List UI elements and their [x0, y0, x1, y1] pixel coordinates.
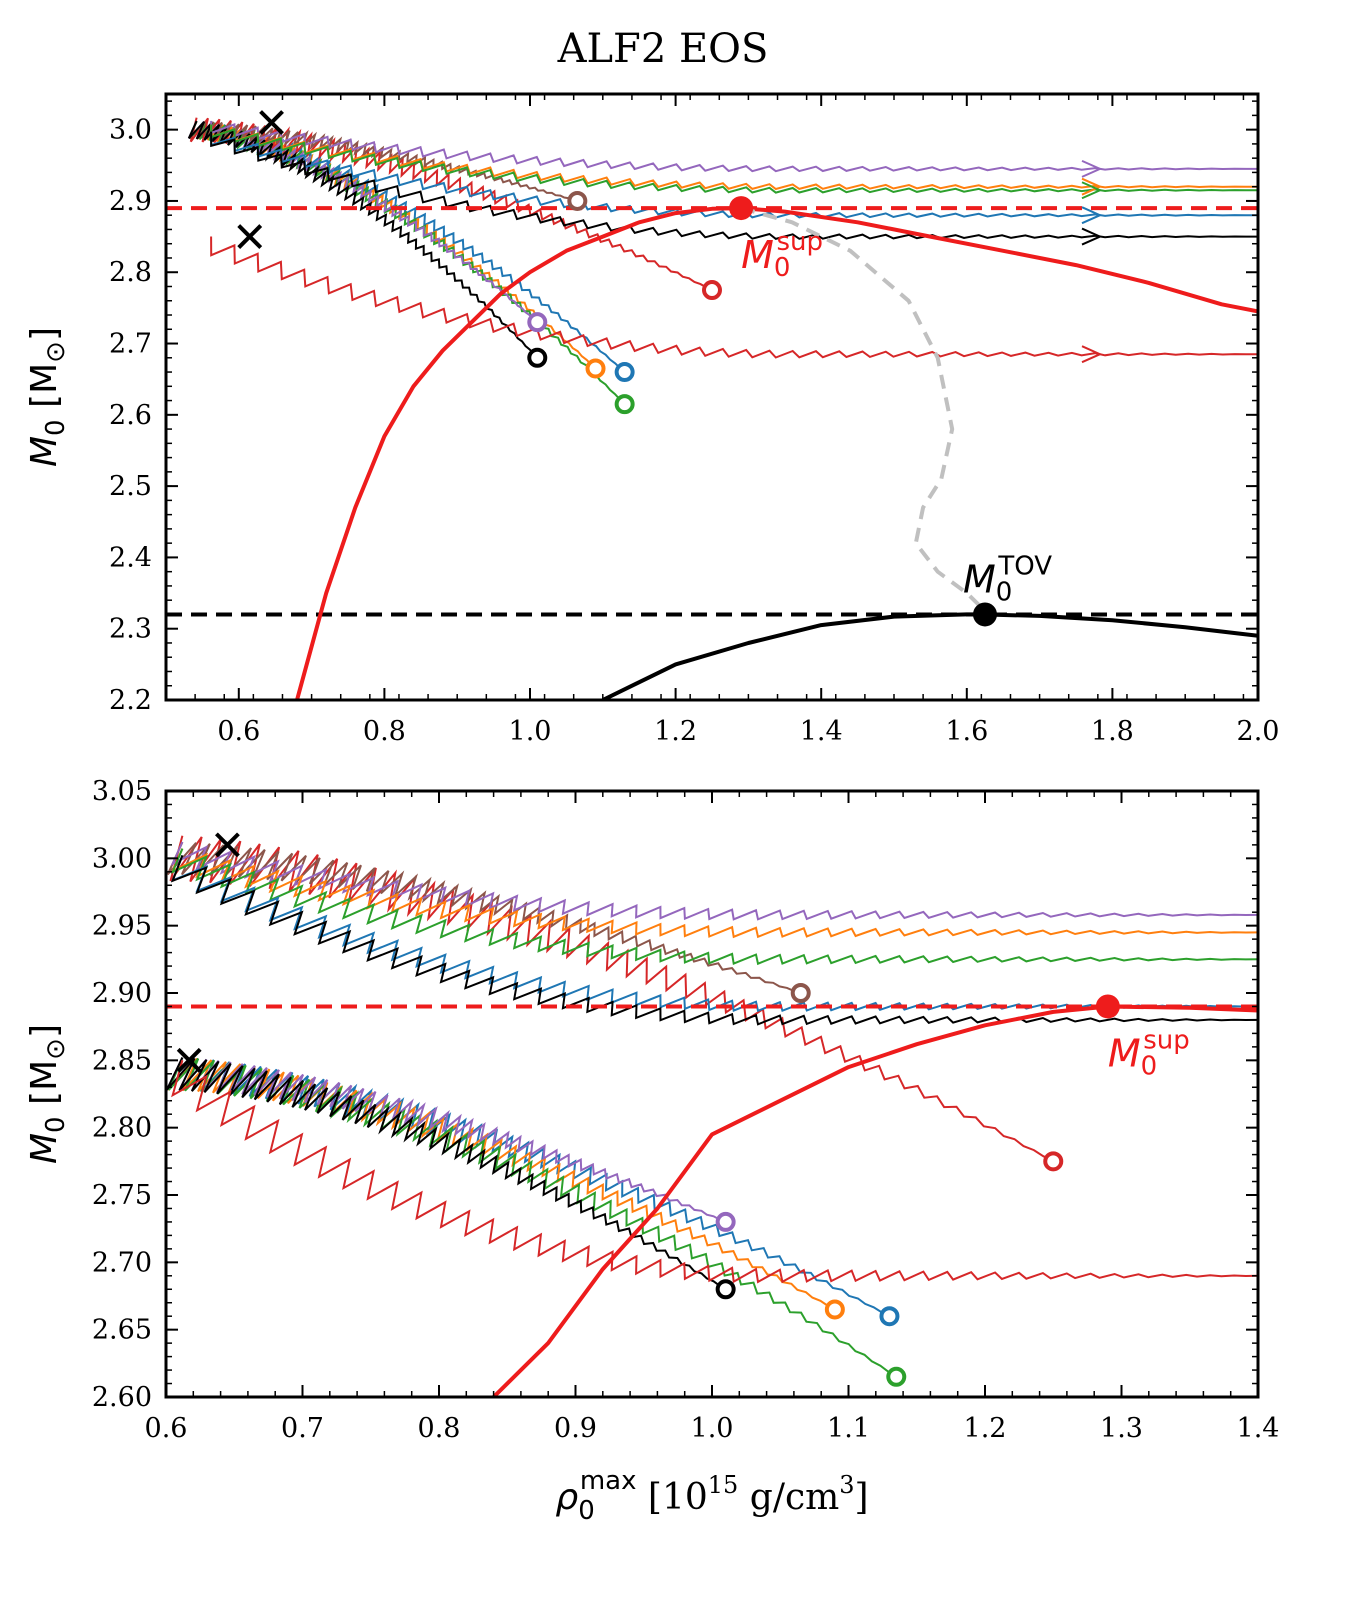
top-panel: M0sup M0TOV 0.6 0.8 1.0 1.2 1.4 1.6 1.8 2.0 2.2 2.3…: [24, 92, 1280, 747]
track-orange-8: [170, 848, 1258, 939]
track-end-marker-brown: [567, 190, 588, 211]
y-tick-label: 2.3: [109, 614, 152, 645]
x-tick-label: 2.0: [1237, 716, 1280, 747]
cross-marker-0: [259, 110, 284, 135]
x-tick-label: 1.3: [1100, 1413, 1143, 1444]
x-tick-label: 0.8: [418, 1413, 461, 1444]
track-end-marker-blue: [879, 1306, 900, 1327]
track-arrow-green: [1081, 181, 1103, 200]
plot-area: [166, 835, 1258, 1397]
M0-sup-point: [729, 196, 754, 221]
y-tick-label: 3.0: [109, 115, 152, 146]
track-trackred-3: [169, 835, 1054, 1163]
M0-sup-point-label: M0sup: [1108, 1025, 1190, 1081]
cross-marker-0: [215, 832, 240, 858]
y-tick-label: 2.6: [109, 400, 152, 431]
M0-TOV-point: [973, 602, 997, 627]
track-end-marker-orange: [824, 1299, 845, 1320]
y-tick-label: 2.80: [92, 1113, 152, 1144]
plot-area: [166, 117, 1258, 700]
track-black-11: [170, 855, 1258, 1026]
track-end-marker-trackred: [702, 280, 722, 301]
x-tick-label: 1.2: [964, 1413, 1007, 1444]
track-arrow-purple: [1081, 159, 1103, 178]
tov-sequence-curve: [601, 612, 1258, 700]
y-tick-label: 2.9: [109, 186, 152, 217]
track-arrow-black: [1081, 227, 1103, 246]
track-brown-5: [166, 841, 801, 994]
x-tick-label: 0.8: [363, 716, 406, 747]
x-tick-label: 1.0: [691, 1413, 734, 1444]
track-purple-7: [210, 120, 1258, 173]
track-end-marker-trackred: [1043, 1151, 1064, 1172]
y-tick-label: 2.70: [92, 1247, 152, 1278]
track-end-marker-green: [614, 394, 635, 415]
cross-marker-1: [176, 1047, 202, 1073]
figure-title: ALF2 EOS: [557, 26, 769, 72]
x-tick-label: 1.0: [509, 716, 552, 747]
x-axis-label: ρ0max [1015 g/cm3]: [555, 1466, 868, 1526]
y-axis-label: M0 [M⊙]: [24, 327, 71, 467]
track-end-marker-black: [527, 347, 548, 368]
track-arrow-orange: [1081, 177, 1103, 196]
cross-marker-1: [237, 224, 263, 250]
y-tick-label: 2.95: [92, 911, 152, 942]
track-blue-10: [210, 131, 1258, 219]
track-brown-5: [188, 120, 578, 202]
track-end-marker-purple: [715, 1211, 736, 1232]
track-purple-7: [170, 841, 1258, 921]
y-tick-label: 2.85: [92, 1045, 152, 1076]
y-tick-label: 3.00: [92, 843, 152, 874]
axes-frame: [164, 789, 1260, 1399]
y-tick-label: 3.05: [92, 776, 152, 807]
track-end-marker-black: [715, 1279, 736, 1300]
track-arrow-trackred: [1081, 345, 1103, 364]
x-tick-label: 0.6: [217, 716, 260, 747]
track-purple-4: [166, 1057, 727, 1223]
M0-sup-point: [1095, 994, 1120, 1019]
track-green-2: [167, 1057, 897, 1378]
x-tick-label: 1.4: [800, 716, 843, 747]
y-tick-label: 2.5: [109, 471, 152, 502]
track-end-marker-green: [886, 1366, 907, 1387]
x-tick-label: 1.6: [945, 716, 988, 747]
track-black-11: [210, 131, 1258, 240]
y-tick-label: 2.7: [109, 329, 152, 360]
supramassive-limit-curve: [295, 206, 1258, 700]
track-end-marker-orange: [585, 358, 606, 379]
track-trackred-12: [171, 1059, 1258, 1284]
x-tick-label: 1.2: [654, 716, 697, 747]
track-end-marker-purple: [527, 312, 548, 333]
x-tick-label: 0.7: [281, 1413, 324, 1444]
y-tick-label: 2.2: [109, 685, 152, 716]
y-tick-label: 2.60: [92, 1382, 152, 1413]
x-tick-label: 0.9: [554, 1413, 597, 1444]
y-axis-label: M0 [M⊙]: [24, 1024, 71, 1164]
y-tick-label: 2.65: [92, 1315, 152, 1346]
x-tick-label: 1.4: [1237, 1413, 1280, 1444]
sup-to-tov-connector-curve: [740, 206, 990, 616]
bottom-panel: M0sup 0.6 0.7 0.8 0.9 1.0 1.1 1.2 1.3 1.4 2.60 2.65…: [24, 776, 1279, 1526]
axes-frame: [164, 92, 1260, 702]
track-end-marker-blue: [614, 362, 635, 383]
track-arrow-blue: [1081, 206, 1103, 225]
M0-TOV-point-label: M0TOV: [963, 551, 1052, 607]
track-end-marker-brown: [790, 983, 811, 1003]
track-green-9: [210, 124, 1258, 194]
x-tick-label: 0.6: [145, 1413, 188, 1444]
M0-sup-point-label: M0sup: [741, 227, 823, 283]
y-tick-label: 2.90: [92, 978, 152, 1009]
track-black-6: [187, 120, 539, 359]
x-tick-label: 1.1: [827, 1413, 870, 1444]
y-tick-label: 2.4: [109, 542, 152, 573]
y-tick-label: 2.75: [92, 1180, 152, 1211]
x-tick-label: 1.8: [1091, 716, 1134, 747]
y-tick-label: 2.8: [109, 257, 152, 288]
track-trackred-12: [210, 236, 1258, 359]
track-green-9: [170, 848, 1258, 966]
